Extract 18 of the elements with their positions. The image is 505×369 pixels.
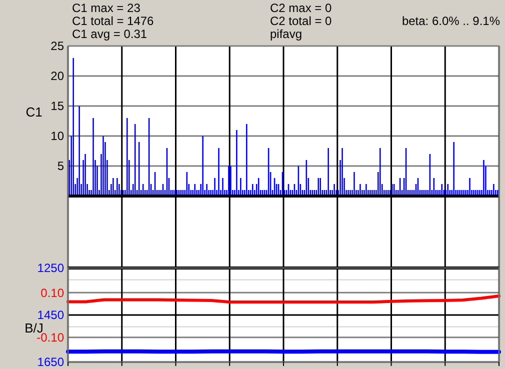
y-tick-label: 5 xyxy=(57,159,64,174)
y-tick-label: 20 xyxy=(50,69,64,84)
text: C1 max = 23 xyxy=(72,1,141,15)
text: C1 total = 1476 xyxy=(72,14,154,28)
y-tick-label: 10 xyxy=(50,129,64,144)
text: pifavg xyxy=(270,27,302,41)
text: C2 total = 0 xyxy=(270,14,332,28)
y-axis-title: C1 xyxy=(26,104,42,120)
text: beta: 6.0% .. 9.1% xyxy=(402,14,500,28)
y2-tick-label: 1250 xyxy=(37,261,64,276)
line-series xyxy=(66,294,500,304)
y-tick-label: 0.10 xyxy=(40,286,64,300)
y2-tick-label: 1450 xyxy=(37,308,64,322)
text: C2 max = 0 xyxy=(270,1,332,15)
y-tick-label: 15 xyxy=(50,99,64,114)
y-tick-label: 25 xyxy=(50,39,64,54)
text: C1 avg = 0.31 xyxy=(72,27,148,41)
y2-tick-label: 1650 xyxy=(37,355,64,369)
